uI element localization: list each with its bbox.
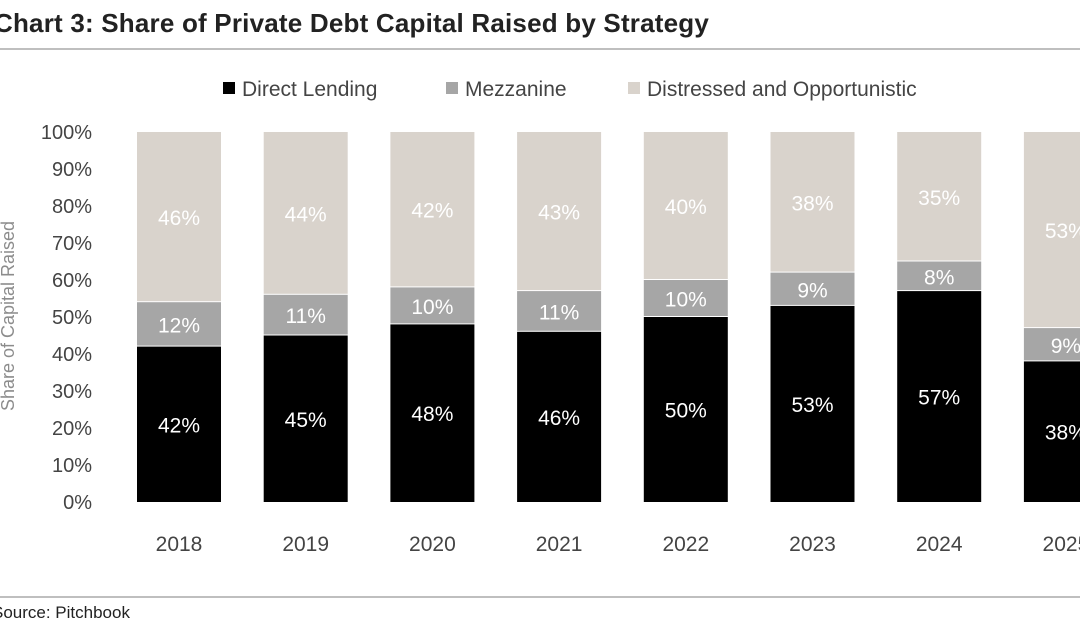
data-label: 9%	[797, 279, 827, 302]
bar-segment-distressed-and-opportunistic	[263, 132, 348, 294]
data-label: 44%	[285, 203, 327, 226]
bar-segment-mezzanine	[770, 272, 855, 305]
data-label: 38%	[1045, 422, 1080, 445]
bar-segment-mezzanine	[137, 302, 221, 346]
data-label: 12%	[158, 314, 200, 337]
bar-segment-direct-lending	[770, 305, 855, 502]
x-tick-label: 2019	[282, 533, 329, 556]
data-label: 42%	[411, 200, 453, 223]
y-tick-label: 60%	[52, 270, 92, 292]
y-tick-label: 0%	[63, 492, 92, 514]
data-label: 38%	[791, 192, 833, 215]
bar-segment-direct-lending	[263, 335, 348, 502]
title-divider	[0, 48, 1080, 50]
x-axis-ticks: 2018 2019 2020 2021 2022 2023 2024 2025	[156, 533, 1080, 556]
bar-segment-mezzanine	[1023, 328, 1080, 361]
bar-segment-direct-lending	[137, 346, 221, 502]
data-label: 46%	[158, 207, 200, 230]
y-tick-label: 30%	[52, 381, 92, 403]
y-tick-label: 90%	[52, 159, 92, 181]
data-label: 57%	[918, 387, 960, 410]
bar-segment-distressed-and-opportunistic	[1023, 132, 1080, 328]
x-tick-label: 2018	[156, 533, 203, 556]
x-tick-label: 2025	[1043, 533, 1080, 556]
y-tick-label: 20%	[52, 418, 92, 440]
data-label: 53%	[791, 394, 833, 417]
y-tick-label: 100%	[41, 122, 92, 144]
bar-segment-mezzanine	[897, 261, 982, 291]
data-label: 10%	[665, 289, 707, 312]
bar-segment-mezzanine	[263, 294, 348, 335]
x-tick-label: 2020	[409, 533, 456, 556]
data-label: 11%	[539, 301, 579, 324]
source-note: Source: Pitchbook	[0, 603, 130, 622]
bar-segment-distressed-and-opportunistic	[517, 132, 602, 291]
bars: 42% 12% 46% 45% 11% 44% 48% 10% 42% 46% 11% 43% 50% 1…	[137, 132, 1080, 502]
legend-swatch	[628, 82, 640, 94]
data-label: 11%	[285, 305, 325, 328]
x-tick-label: 2024	[916, 533, 963, 556]
y-tick-label: 10%	[52, 455, 92, 477]
chart-title: Chart 3: Share of Private Debt Capital R…	[0, 8, 710, 38]
data-label: 43%	[538, 202, 580, 225]
data-label: 9%	[1051, 335, 1080, 358]
data-label: 46%	[538, 407, 580, 430]
legend: Direct Lending Mezzanine Distressed and Op…	[223, 78, 917, 101]
y-tick-label: 50%	[52, 307, 92, 329]
x-tick-label: 2022	[662, 533, 709, 556]
bar-segment-direct-lending	[517, 331, 602, 502]
legend-label: Distressed and Opportunistic	[647, 78, 917, 101]
bar-segment-distressed-and-opportunistic	[897, 132, 982, 261]
stacked-bar-chart: Direct Lending Mezzanine Distressed and Op…	[0, 78, 1080, 556]
y-tick-label: 40%	[52, 344, 92, 366]
bar-segment-mezzanine	[517, 291, 602, 331]
bar-segment-mezzanine	[390, 287, 475, 324]
bar-segment-distressed-and-opportunistic	[390, 132, 475, 287]
legend-label: Direct Lending	[242, 78, 377, 101]
data-label: 45%	[285, 409, 327, 432]
y-tick-label: 80%	[52, 196, 92, 218]
y-tick-label: 70%	[52, 233, 92, 255]
y-axis-label: Share of Capital Raised	[0, 221, 18, 411]
bar-segment-mezzanine	[643, 280, 728, 316]
bar-segment-direct-lending	[897, 291, 982, 502]
bar-segment-direct-lending	[390, 324, 475, 502]
legend-swatch	[223, 82, 235, 94]
footer-divider	[0, 596, 1080, 598]
data-label: 8%	[924, 266, 954, 289]
bar-segment-distressed-and-opportunistic	[770, 132, 855, 272]
y-axis-ticks: 0% 10% 20% 30% 40% 50% 60% 70% 80% 90% 100%	[41, 122, 92, 514]
data-label: 53%	[1045, 220, 1080, 243]
bar-segment-distressed-and-opportunistic	[643, 132, 728, 279]
x-tick-label: 2023	[789, 533, 836, 556]
data-label: 35%	[918, 187, 960, 210]
x-tick-label: 2021	[536, 533, 583, 556]
bar-segment-direct-lending	[643, 317, 728, 502]
bar-segment-direct-lending	[1023, 361, 1080, 502]
data-label: 42%	[158, 414, 200, 437]
legend-swatch	[446, 82, 458, 94]
bar-segment-distressed-and-opportunistic	[137, 132, 221, 302]
data-label: 40%	[665, 196, 707, 219]
data-label: 48%	[411, 403, 453, 426]
data-label: 50%	[665, 400, 707, 423]
data-label: 10%	[411, 296, 453, 319]
legend-label: Mezzanine	[465, 78, 567, 101]
